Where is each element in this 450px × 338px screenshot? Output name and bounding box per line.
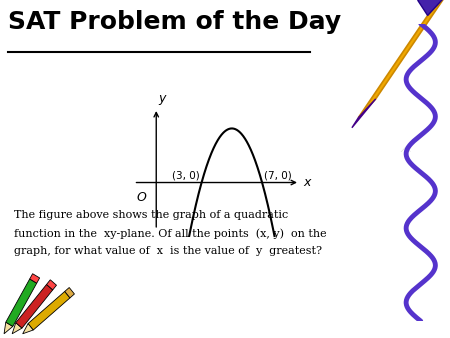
Text: SAT Problem of the Day: SAT Problem of the Day — [8, 10, 341, 34]
Text: O: O — [137, 191, 146, 203]
Polygon shape — [30, 274, 40, 283]
Polygon shape — [389, 146, 424, 192]
Polygon shape — [6, 279, 37, 327]
Polygon shape — [28, 291, 70, 330]
Polygon shape — [12, 323, 22, 334]
Text: x: x — [303, 176, 310, 189]
Text: (7, 0): (7, 0) — [264, 170, 291, 180]
Text: y: y — [158, 93, 166, 105]
Text: graph, for what value of  x  is the value of  y  greatest?: graph, for what value of x is the value … — [14, 246, 322, 256]
Polygon shape — [22, 323, 33, 334]
Text: (3, 0): (3, 0) — [172, 170, 200, 180]
Polygon shape — [4, 322, 13, 334]
Polygon shape — [418, 0, 445, 16]
Text: function in the  xy-plane. Of all the points  (x, y)  on the: function in the xy-plane. Of all the poi… — [14, 228, 327, 239]
Polygon shape — [16, 285, 53, 328]
Polygon shape — [65, 288, 74, 298]
Polygon shape — [352, 99, 376, 128]
Polygon shape — [358, 0, 445, 118]
Polygon shape — [46, 280, 57, 290]
Text: The figure above shows the graph of a quadratic: The figure above shows the graph of a qu… — [14, 210, 288, 220]
